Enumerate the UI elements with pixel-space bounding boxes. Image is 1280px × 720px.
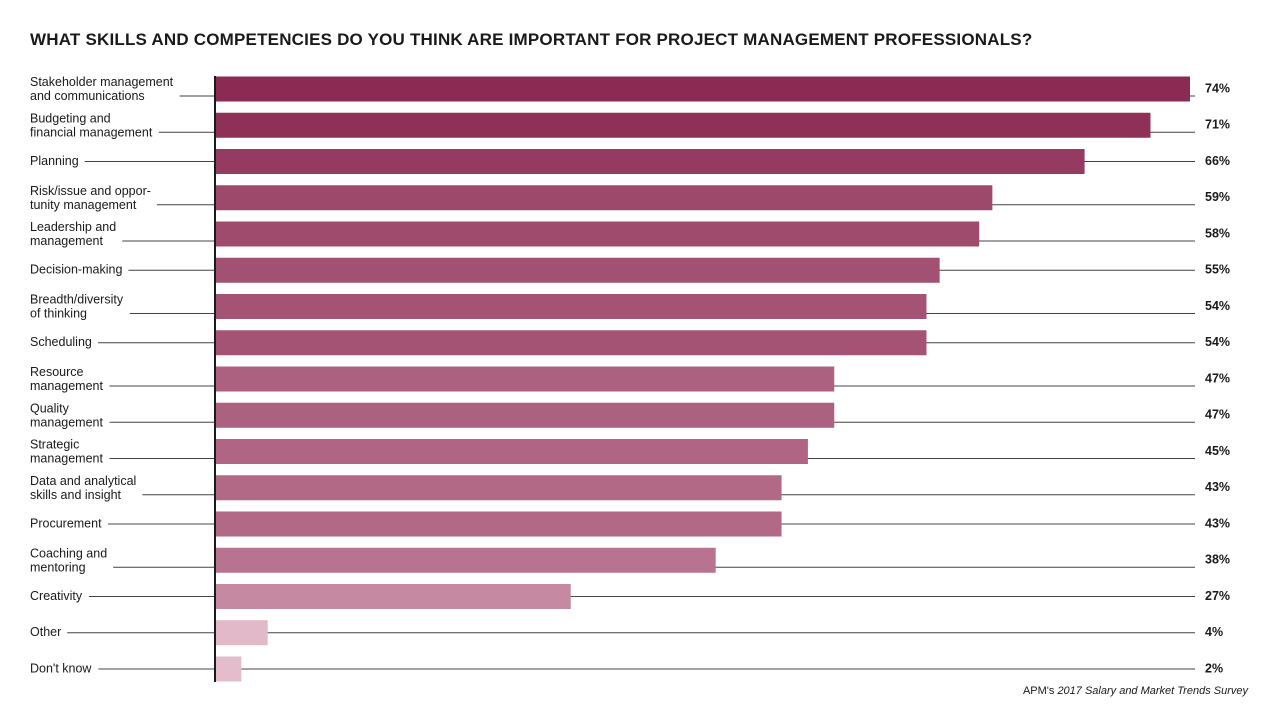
value-label: 2%: [1205, 661, 1223, 675]
source-note: APM's 2017 Salary and Market Trends Surv…: [1023, 685, 1248, 697]
value-label: 47%: [1205, 408, 1230, 422]
value-label: 38%: [1205, 553, 1230, 567]
source-italic: 2017 Salary and Market Trends Survey: [1057, 685, 1248, 697]
bar: [215, 439, 808, 464]
category-label: Decision-making: [30, 263, 122, 277]
value-label: 4%: [1205, 625, 1223, 639]
bar: [215, 185, 993, 211]
category-label: Stakeholder management and communications: [30, 75, 174, 103]
chart-title: WHAT SKILLS AND COMPETENCIES DO YOU THIN…: [30, 30, 1033, 49]
bar: [215, 402, 835, 428]
bar: [215, 221, 980, 247]
category-label: Strategic management: [30, 438, 103, 466]
category-label: Creativity: [30, 589, 83, 603]
value-label: 43%: [1205, 516, 1230, 530]
value-label: 54%: [1205, 299, 1230, 313]
value-label: 47%: [1205, 371, 1230, 385]
bar: [215, 656, 242, 682]
value-label: 27%: [1205, 589, 1230, 603]
value-label: 43%: [1205, 480, 1230, 494]
category-label: Leadership and management: [30, 220, 116, 248]
value-label: 66%: [1205, 154, 1230, 168]
category-label: Breadth/diversity of thinking: [30, 293, 124, 321]
category-label: Procurement: [30, 516, 102, 530]
category-label: Risk/issue and oppor-tunity management: [30, 184, 151, 212]
bar: [215, 547, 716, 573]
bar: [215, 584, 571, 609]
category-label: Planning: [30, 154, 79, 168]
value-label: 58%: [1205, 226, 1230, 240]
bar: [215, 76, 1190, 102]
value-label: 54%: [1205, 335, 1230, 349]
bar: [215, 511, 782, 537]
value-label: 59%: [1205, 190, 1230, 204]
value-label: 71%: [1205, 118, 1230, 132]
value-label: 74%: [1205, 81, 1230, 95]
category-label: Don't know: [30, 661, 92, 675]
category-label: Quality management: [30, 401, 103, 429]
source-prefix: APM's: [1022, 685, 1058, 697]
bar: [215, 112, 1151, 138]
bar: [215, 366, 835, 392]
category-label: Resource management: [30, 365, 103, 393]
bar: [215, 475, 782, 501]
category-label: Coaching and mentoring: [30, 546, 107, 574]
category-label: Scheduling: [30, 335, 92, 349]
bar: [215, 620, 268, 646]
bar: [215, 257, 940, 283]
category-label: Data and analytical skills and insight: [30, 474, 136, 502]
category-label: Budgeting and financial management: [30, 111, 153, 139]
bar: [215, 149, 1085, 174]
bar: [215, 330, 927, 356]
category-label: Other: [30, 625, 61, 639]
value-label: 45%: [1205, 444, 1230, 458]
value-label: 55%: [1205, 263, 1230, 277]
bar: [215, 294, 927, 319]
